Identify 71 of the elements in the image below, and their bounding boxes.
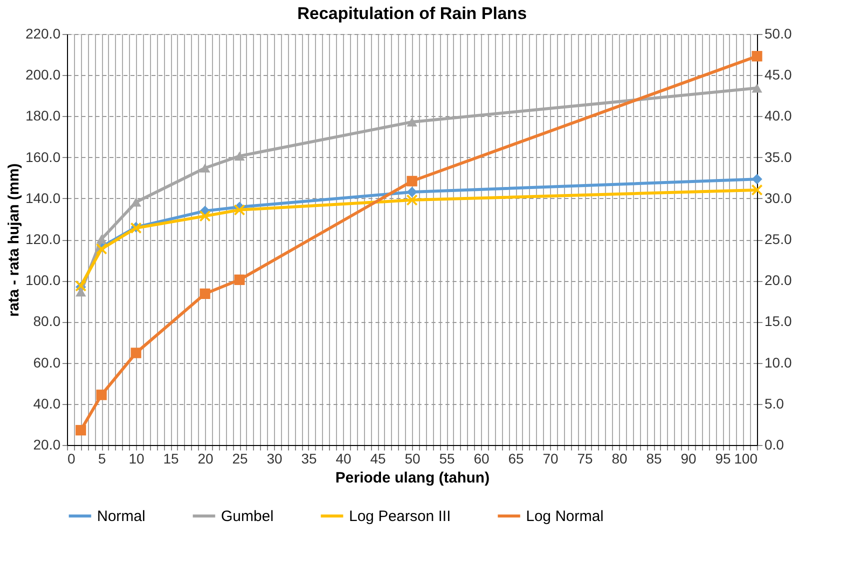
y2-tick-label: 15.0 xyxy=(764,313,792,330)
x-tick-label: 10 xyxy=(128,450,144,466)
x-tick-label: 65 xyxy=(508,450,524,466)
x-tick-label: 70 xyxy=(542,450,558,466)
x-tick-label: 35 xyxy=(301,450,317,466)
point xyxy=(406,194,418,206)
x-tick-label: 15 xyxy=(163,450,179,466)
point xyxy=(76,424,86,436)
x-tick-label: 20 xyxy=(198,450,214,466)
x-tick-label: 75 xyxy=(577,450,593,466)
y-tick-label: 60.0 xyxy=(33,354,61,370)
y-tick-label: 20.0 xyxy=(33,436,61,452)
point xyxy=(406,186,418,198)
legend-label: Log Pearson III xyxy=(349,508,451,525)
y2-tick-label: 50.0 xyxy=(764,26,792,42)
y-tick-label: 180.0 xyxy=(25,108,61,124)
point xyxy=(130,348,142,358)
point xyxy=(199,210,211,222)
y-tick-label: 100.0 xyxy=(25,272,61,288)
point xyxy=(200,163,210,173)
x-tick-label: 30 xyxy=(266,450,282,466)
y2-tick-label: 25.0 xyxy=(764,231,792,247)
x-tick-label: 80 xyxy=(612,450,628,466)
y2-tick-label: 0.0 xyxy=(764,436,784,452)
y2-tick-label: 30.0 xyxy=(764,190,792,206)
y-tick-label: 140.0 xyxy=(25,190,61,206)
legend-label: Normal xyxy=(97,508,146,525)
x-tick-label: 0 xyxy=(68,450,76,466)
x-axis-title: Periode ulang (tahun) xyxy=(335,470,490,486)
point xyxy=(752,84,762,93)
y2-tick-label: 20.0 xyxy=(764,272,792,288)
point xyxy=(234,274,245,286)
y-tick-label: 40.0 xyxy=(33,395,61,412)
point xyxy=(130,198,142,207)
point xyxy=(406,117,418,126)
point xyxy=(752,174,762,184)
point xyxy=(200,288,210,299)
y-tick-label: 80.0 xyxy=(33,313,61,330)
point xyxy=(752,50,762,62)
legend-label: Log Normal xyxy=(526,508,604,525)
point xyxy=(751,184,763,196)
point xyxy=(96,234,107,244)
y-tick-label: 200.0 xyxy=(25,66,61,83)
legend-label: Gumbel xyxy=(221,508,274,525)
chart-title: Recapitulation of Rain Plans xyxy=(297,4,527,23)
x-tick-label: 55 xyxy=(439,450,455,466)
y-tick-label: 120.0 xyxy=(25,231,61,247)
point xyxy=(234,152,245,161)
y2-tick-label: 35.0 xyxy=(764,148,792,165)
y2-tick-label: 45.0 xyxy=(764,66,792,83)
x-tick-label: 40 xyxy=(336,450,352,466)
y2-tick-label: 5.0 xyxy=(764,395,784,412)
x-tick-label: 5 xyxy=(98,450,106,466)
x-tick-label: 50 xyxy=(404,450,420,466)
point xyxy=(96,243,108,255)
point xyxy=(76,287,86,296)
y-tick-label: 220.0 xyxy=(25,26,61,42)
y-tick-label: 160.0 xyxy=(25,148,61,165)
x-tick-label: 90 xyxy=(680,450,696,466)
x-tick-label: 60 xyxy=(474,450,490,466)
x-tick-label: 45 xyxy=(370,450,386,466)
x-tick-label: 85 xyxy=(646,450,662,466)
y-axis-title: rata - rata hujan (mm) xyxy=(5,163,22,317)
x-tick-label: 100 xyxy=(734,450,758,466)
point xyxy=(96,390,107,400)
y2-tick-label: 40.0 xyxy=(764,108,792,124)
x-tick-label: 95 xyxy=(715,450,731,466)
point xyxy=(406,176,418,186)
x-tick-label: 25 xyxy=(232,450,248,466)
y2-tick-label: 10.0 xyxy=(764,354,792,370)
point xyxy=(234,204,246,216)
